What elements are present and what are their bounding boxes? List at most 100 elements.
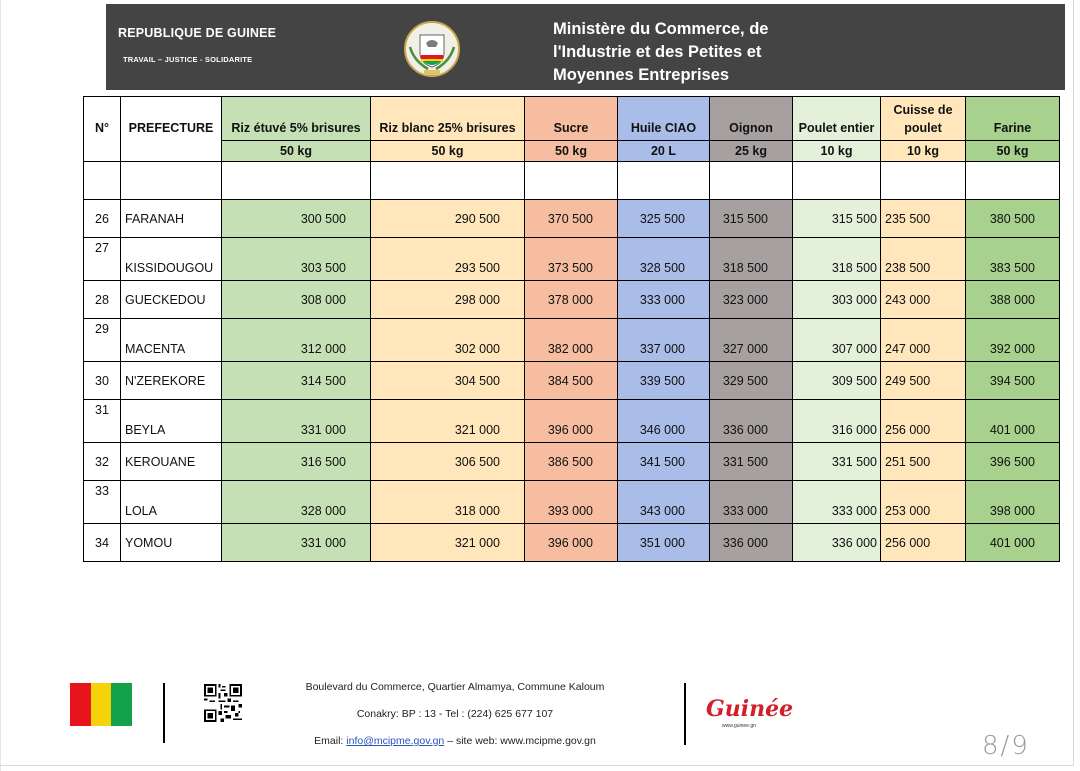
price-cell: 336 000 bbox=[709, 399, 793, 443]
col-header-sucre: Sucre bbox=[524, 96, 618, 141]
price-cell: 331 500 bbox=[709, 442, 793, 481]
price-cell: 341 500 bbox=[617, 442, 710, 481]
spacer-row bbox=[83, 161, 1060, 200]
row-prefecture: KEROUANE bbox=[120, 442, 222, 481]
price-cell: 290 500 bbox=[370, 199, 525, 238]
ministry-line-2: l'Industrie et des Petites et bbox=[553, 43, 762, 61]
price-cell: 396 000 bbox=[524, 399, 618, 443]
unit-oignon: 25 kg bbox=[709, 140, 793, 162]
price-cell: 328 500 bbox=[617, 237, 710, 281]
price-cell: 256 000 bbox=[880, 523, 966, 562]
price-cell: 337 000 bbox=[617, 318, 710, 362]
footer-divider-right bbox=[684, 683, 686, 745]
price-cell: 331 000 bbox=[221, 399, 371, 443]
price-cell: 382 000 bbox=[524, 318, 618, 362]
unit-cuisse: 10 kg bbox=[880, 140, 966, 162]
price-cell: 316 000 bbox=[792, 399, 881, 443]
row-prefecture: LOLA bbox=[120, 480, 222, 524]
row-prefecture: N'ZEREKORE bbox=[120, 361, 222, 400]
contact-line: Email: info@mcipme.gov.gn – site web: ww… bbox=[250, 735, 660, 747]
col-header-oignon: Oignon bbox=[709, 96, 793, 141]
row-number: 27 bbox=[83, 237, 121, 281]
price-cell: 329 500 bbox=[709, 361, 793, 400]
page-edge bbox=[0, 0, 1, 771]
price-cell: 331 000 bbox=[221, 523, 371, 562]
national-motto: TRAVAIL – JUSTICE - SOLIDARITE bbox=[123, 55, 253, 64]
price-cell: 333 000 bbox=[792, 480, 881, 524]
price-cell: 370 500 bbox=[524, 199, 618, 238]
table-row: 32 KEROUANE 316 500 306 500 386 500 341 500 33… bbox=[83, 442, 1060, 481]
price-cell: 303 000 bbox=[792, 280, 881, 319]
price-cell: 401 000 bbox=[965, 523, 1060, 562]
flag-yellow-stripe bbox=[90, 683, 112, 726]
table-row: 33 LOLA 328 000 318 000 393 000 343 000 333 00… bbox=[83, 480, 1060, 524]
price-cell: 346 000 bbox=[617, 399, 710, 443]
price-cell: 303 500 bbox=[221, 237, 371, 281]
price-cell: 327 000 bbox=[709, 318, 793, 362]
col-header-prefecture: PREFECTURE bbox=[120, 96, 222, 162]
price-cell: 256 000 bbox=[880, 399, 966, 443]
col-header-huile: Huile CIAO bbox=[617, 96, 710, 141]
price-cell: 393 000 bbox=[524, 480, 618, 524]
price-cell: 247 000 bbox=[880, 318, 966, 362]
price-cell: 351 000 bbox=[617, 523, 710, 562]
table-row: 28 GUECKEDOU 308 000 298 000 378 000 333 000 3… bbox=[83, 280, 1060, 319]
table-row: 31 BEYLA 331 000 321 000 396 000 346 000 336 0… bbox=[83, 399, 1060, 443]
unit-poulet: 10 kg bbox=[792, 140, 881, 162]
col-header-cuisse: Cuisse de poulet bbox=[880, 96, 966, 141]
price-cell: 378 000 bbox=[524, 280, 618, 319]
price-cell: 309 500 bbox=[792, 361, 881, 400]
email-link[interactable]: info@mcipme.gov.gn bbox=[346, 735, 445, 747]
price-cell: 314 500 bbox=[221, 361, 371, 400]
price-cell: 394 500 bbox=[965, 361, 1060, 400]
price-cell: 251 500 bbox=[880, 442, 966, 481]
price-cell: 386 500 bbox=[524, 442, 618, 481]
price-table: N° PREFECTURE Riz étuvé 5% brisures Riz … bbox=[83, 96, 1060, 562]
address-line-1: Boulevard du Commerce, Quartier Almamya,… bbox=[305, 681, 605, 693]
row-prefecture: BEYLA bbox=[120, 399, 222, 443]
price-cell: 238 500 bbox=[880, 237, 966, 281]
table-row: 34 YOMOU 331 000 321 000 396 000 351 000 336 0… bbox=[83, 523, 1060, 562]
ministry-line-3: Moyennes Entreprises bbox=[553, 66, 730, 84]
price-cell: 243 000 bbox=[880, 280, 966, 319]
country-title: REPUBLIQUE DE GUINEE bbox=[118, 26, 277, 40]
price-cell: 318 500 bbox=[792, 237, 881, 281]
col-header-number: N° bbox=[83, 96, 121, 162]
row-prefecture: MACENTA bbox=[120, 318, 222, 362]
price-cell: 321 000 bbox=[370, 399, 525, 443]
price-cell: 336 000 bbox=[709, 523, 793, 562]
price-cell: 304 500 bbox=[370, 361, 525, 400]
page-number: 8/9 bbox=[982, 731, 1030, 761]
row-number: 34 bbox=[83, 523, 121, 562]
guinea-flag bbox=[70, 683, 133, 726]
price-cell: 306 500 bbox=[370, 442, 525, 481]
row-prefecture: YOMOU bbox=[120, 523, 222, 562]
price-cell: 316 500 bbox=[221, 442, 371, 481]
row-prefecture: GUECKEDOU bbox=[120, 280, 222, 319]
price-cell: 318 500 bbox=[709, 237, 793, 281]
price-cell: 384 500 bbox=[524, 361, 618, 400]
row-number: 30 bbox=[83, 361, 121, 400]
col-header-riz-etuve: Riz étuvé 5% brisures bbox=[221, 96, 371, 141]
price-cell: 401 000 bbox=[965, 399, 1060, 443]
qr-code-icon bbox=[204, 684, 242, 722]
address-line-2: Conakry: BP : 13 - Tel : (224) 625 677 1… bbox=[356, 708, 554, 720]
row-prefecture: KISSIDOUGOU bbox=[120, 237, 222, 281]
price-cell: 339 500 bbox=[617, 361, 710, 400]
price-cell: 302 000 bbox=[370, 318, 525, 362]
price-cell: 318 000 bbox=[370, 480, 525, 524]
price-cell: 373 500 bbox=[524, 237, 618, 281]
price-cell: 333 000 bbox=[617, 280, 710, 319]
price-cell: 300 500 bbox=[221, 199, 371, 238]
guinee-logo-site: www.guinee.gn bbox=[722, 723, 756, 729]
row-number: 31 bbox=[83, 399, 121, 443]
price-cell: 380 500 bbox=[965, 199, 1060, 238]
table-row: 27 KISSIDOUGOU 303 500 293 500 373 500 328 50… bbox=[83, 237, 1060, 281]
price-cell: 336 000 bbox=[792, 523, 881, 562]
footer-divider-left bbox=[163, 683, 165, 743]
row-prefecture: FARANAH bbox=[120, 199, 222, 238]
row-number: 26 bbox=[83, 199, 121, 238]
price-cell: 253 000 bbox=[880, 480, 966, 524]
table-row: 30 N'ZEREKORE 314 500 304 500 384 500 339 500… bbox=[83, 361, 1060, 400]
